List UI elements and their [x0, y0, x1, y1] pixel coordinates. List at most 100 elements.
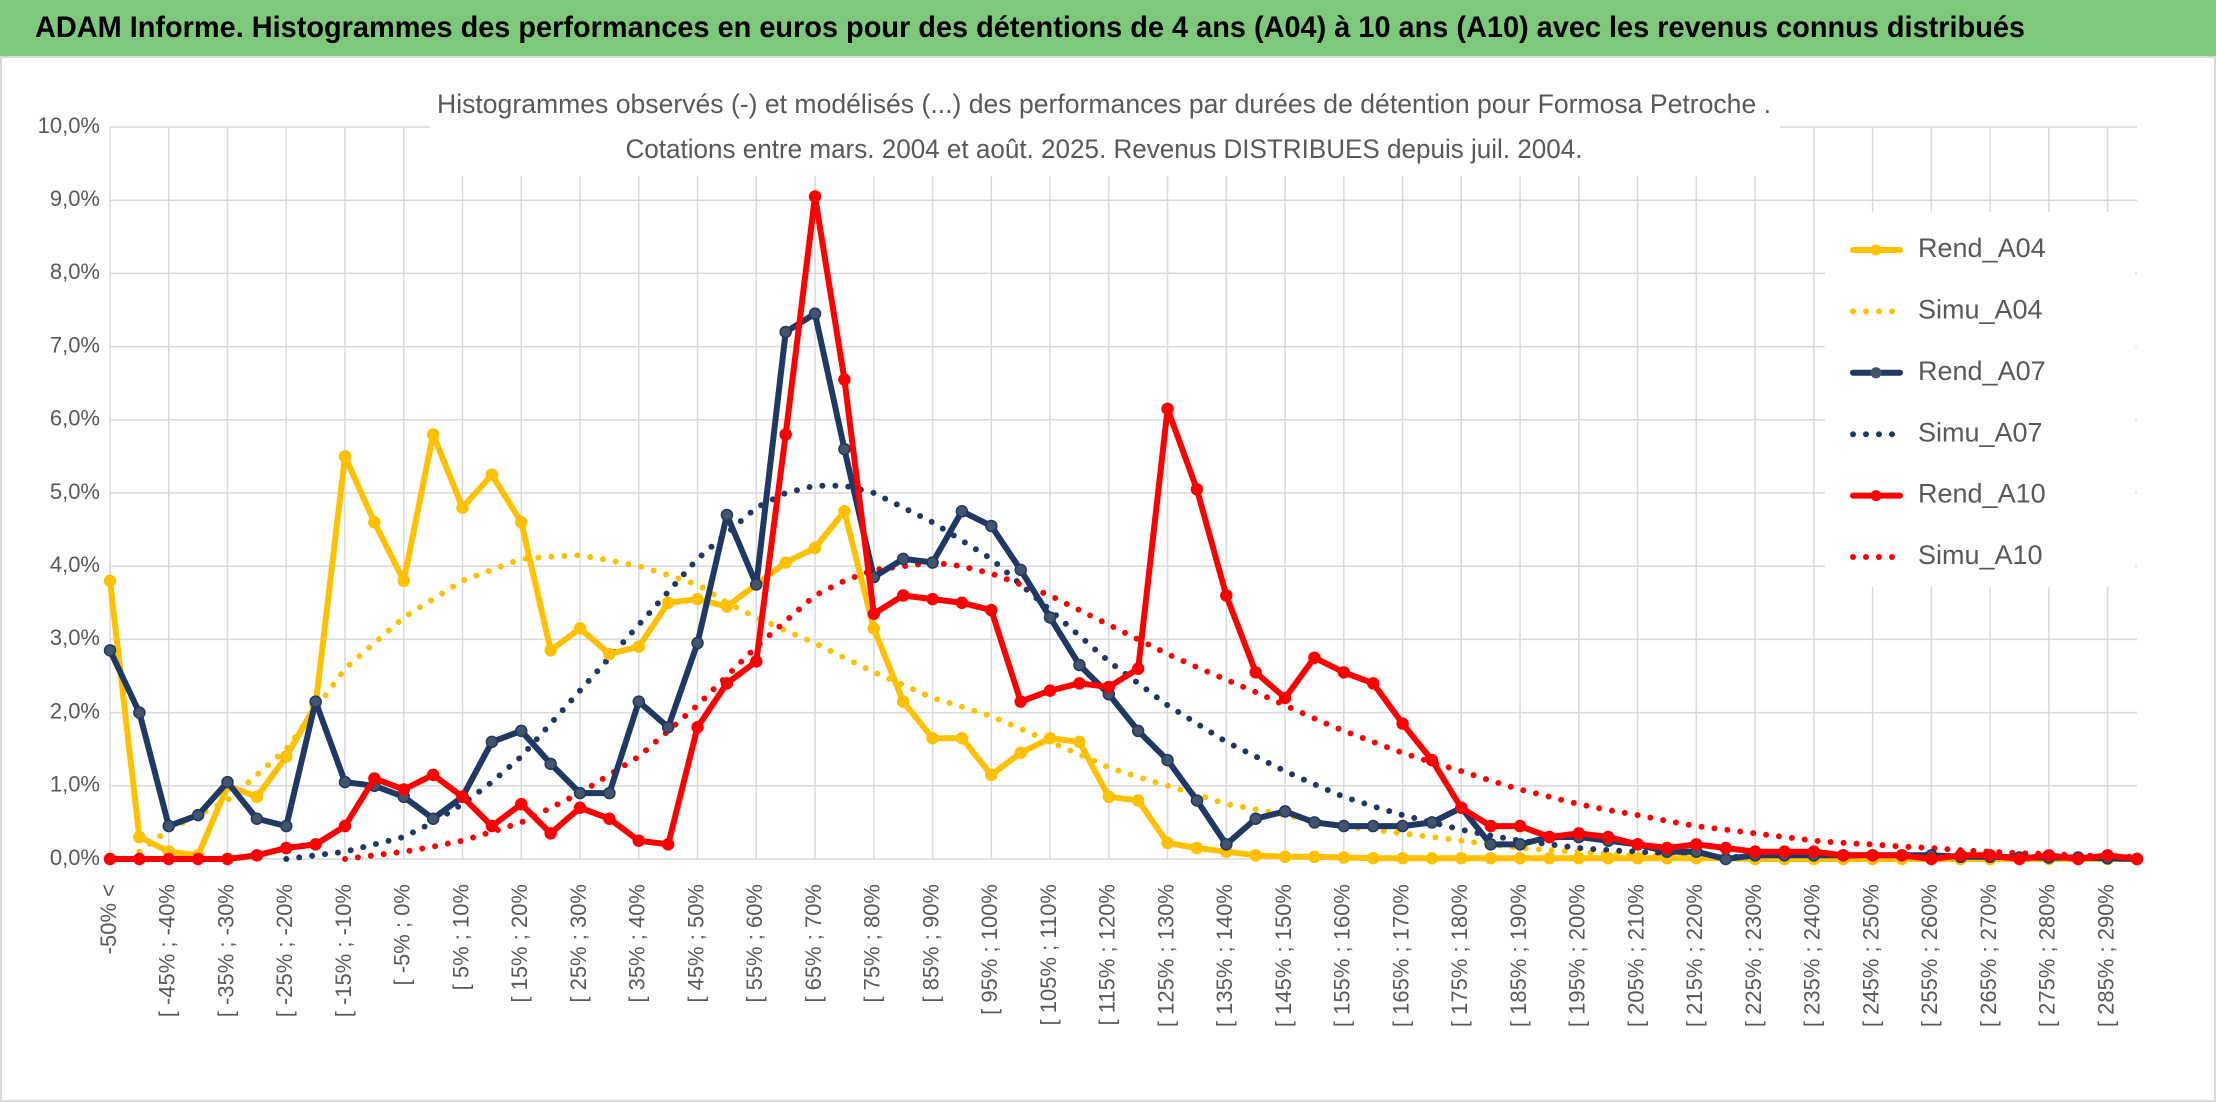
legend-marker	[1870, 367, 1882, 379]
point-marker	[985, 768, 998, 782]
point-marker	[573, 801, 587, 815]
x-tick-label: [ -5% ; 0%	[390, 884, 415, 985]
point-marker	[133, 706, 146, 719]
point-marker	[2101, 849, 2114, 862]
point-marker	[1043, 731, 1057, 745]
y-tick-label: 4,0%	[50, 552, 100, 577]
point-marker	[368, 516, 381, 529]
point-marker	[1719, 852, 1732, 866]
observed-line	[107, 310, 2140, 862]
point-marker	[1220, 589, 1233, 602]
point-marker	[485, 735, 499, 749]
point-marker	[515, 724, 528, 738]
point-marker	[338, 819, 352, 833]
point-marker	[661, 838, 675, 851]
point-marker	[838, 505, 851, 518]
point-marker	[1131, 724, 1145, 738]
point-marker	[1014, 563, 1027, 577]
x-tick-label: [ 205% ; 210%	[1623, 884, 1648, 1027]
x-tick-label: [ 185% ; 190%	[1506, 884, 1531, 1027]
point-marker	[1631, 852, 1644, 865]
point-marker	[1836, 849, 1850, 862]
point-marker	[280, 750, 293, 763]
x-tick-label: [ 135% ; 140%	[1212, 884, 1237, 1027]
point-marker	[368, 772, 381, 785]
point-marker	[1014, 695, 1027, 708]
point-marker	[867, 607, 881, 621]
point-marker	[1513, 819, 1527, 833]
header-title: ADAM Informe. Histogrammes des performan…	[35, 11, 2025, 44]
point-marker	[1513, 852, 1527, 865]
y-tick-label: 8,0%	[50, 259, 100, 284]
point-marker	[955, 505, 969, 518]
point-marker	[1425, 816, 1439, 829]
point-marker	[544, 757, 557, 771]
point-marker	[1455, 852, 1468, 865]
point-marker	[1102, 790, 1116, 804]
x-tick-label: [ 15% ; 20%	[507, 884, 532, 1003]
point-marker	[2130, 852, 2144, 866]
point-marker	[1572, 852, 1586, 865]
point-marker	[338, 450, 352, 463]
x-tick-label: [ 155% ; 160%	[1330, 884, 1355, 1027]
point-marker	[1337, 851, 1351, 864]
y-tick-label: 9,0%	[50, 186, 100, 211]
legend-background	[1825, 212, 2135, 587]
point-marker	[1337, 666, 1351, 679]
point-marker	[661, 596, 675, 610]
point-marker	[1631, 838, 1644, 851]
point-marker	[1249, 812, 1262, 825]
point-marker	[309, 838, 322, 851]
observed-line	[107, 431, 2140, 862]
point-marker	[1308, 816, 1321, 829]
point-marker	[133, 852, 146, 866]
point-marker	[808, 307, 822, 320]
point-marker	[250, 812, 264, 825]
point-marker	[1161, 836, 1174, 850]
point-marker	[515, 797, 528, 811]
point-marker	[485, 468, 499, 481]
point-marker	[867, 622, 881, 635]
point-marker	[1131, 794, 1145, 807]
point-marker	[456, 501, 469, 514]
point-marker	[603, 647, 616, 661]
y-tick-label: 10,0%	[38, 113, 100, 138]
legend-label: Simu_A07	[1918, 417, 2043, 447]
legend-label: Rend_A04	[1918, 233, 2046, 263]
point-marker	[191, 808, 205, 822]
y-tick-label: 5,0%	[50, 479, 100, 504]
y-tick-label: 2,0%	[50, 698, 100, 723]
point-marker	[1396, 717, 1409, 730]
x-tick-label: [ 195% ; 200%	[1565, 884, 1590, 1027]
x-tick-label: [ 85% ; 90%	[918, 884, 943, 1003]
point-marker	[456, 790, 469, 804]
point-marker	[1719, 841, 1732, 855]
x-tick-label: [ 55% ; 60%	[742, 884, 767, 1003]
x-tick-label: [ -45% ; -40%	[155, 884, 180, 1017]
y-tick-label: 3,0%	[50, 625, 100, 650]
point-marker	[926, 592, 939, 606]
point-marker	[1484, 852, 1497, 865]
point-marker	[603, 786, 616, 800]
x-tick-label: [ 35% ; 40%	[625, 884, 650, 1003]
point-marker	[1601, 852, 1615, 865]
point-marker	[133, 830, 146, 844]
point-marker	[573, 786, 587, 800]
point-marker	[1484, 838, 1497, 851]
point-marker	[720, 508, 734, 522]
model-line	[342, 559, 2140, 862]
point-marker	[1895, 849, 1909, 862]
y-tick-label: 7,0%	[50, 332, 100, 357]
point-marker	[162, 852, 176, 866]
x-tick-label: [ 245% ; 250%	[1858, 884, 1883, 1027]
point-marker	[632, 695, 646, 708]
point-marker	[926, 556, 939, 569]
point-marker	[426, 768, 440, 782]
point-marker	[221, 775, 234, 789]
x-tick-label: [ -25% ; -20%	[272, 884, 297, 1017]
point-marker	[1396, 852, 1409, 865]
point-marker	[2071, 852, 2085, 866]
point-marker	[838, 442, 851, 456]
point-marker	[1014, 746, 1027, 760]
